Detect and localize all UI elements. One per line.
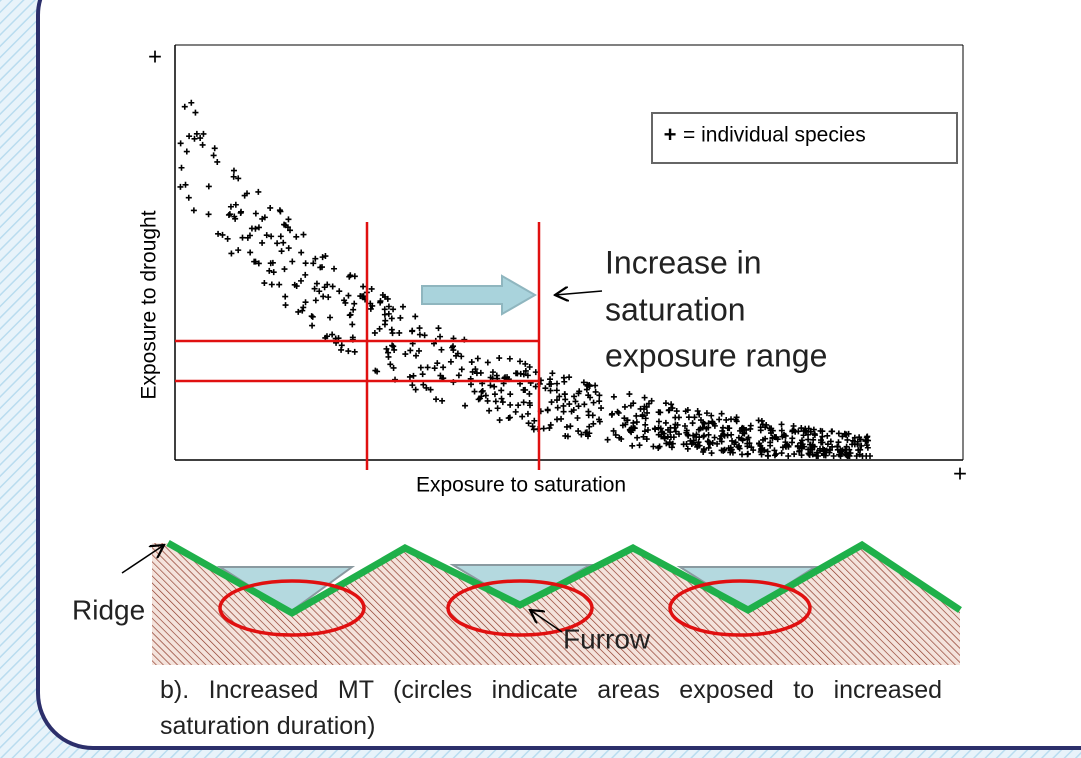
surface	[166, 539, 962, 618]
panel	[36, 0, 1081, 750]
y-axis-end: +	[148, 43, 162, 70]
range-lines	[175, 222, 541, 470]
ridge-label: Ridge	[72, 594, 145, 625]
furrow-label: Furrow	[563, 623, 651, 654]
shift-arrow	[421, 274, 538, 316]
scatter-points	[177, 99, 873, 459]
legend-box	[651, 112, 958, 164]
saturation-circles	[218, 579, 812, 637]
annotation-arrow	[555, 291, 603, 295]
ridge-diagram: Ridge Furrow	[72, 539, 962, 665]
water	[216, 564, 819, 614]
annotation: Increase in	[605, 244, 762, 280]
furrow-arrow	[530, 610, 563, 633]
y-label: Exposure to drought	[138, 210, 161, 399]
x-axis-end: +	[953, 460, 967, 487]
points	[177, 99, 873, 459]
x-label: Exposure to saturation	[416, 474, 626, 497]
ridge-arrow	[121, 545, 164, 574]
caption: b). Increased MT (circles indicate areas…	[160, 676, 942, 740]
annotation: saturation	[605, 291, 746, 327]
legend-text: = individual species	[683, 124, 866, 147]
legend-marker: +	[664, 122, 677, 147]
annotation: exposure range	[605, 337, 827, 373]
scatter-figure: + + Exposure to drought Exposure to satu…	[138, 43, 967, 496]
